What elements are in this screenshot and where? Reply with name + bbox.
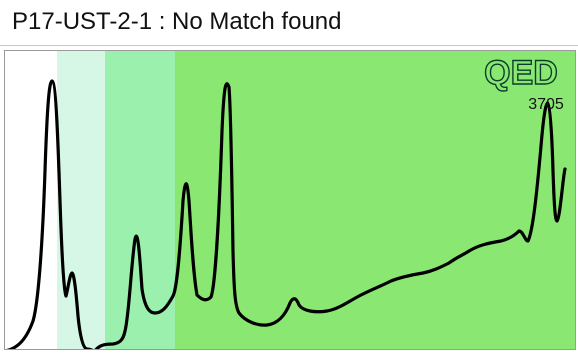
band-light-mint [57,51,105,349]
qed-logo: QED [483,53,558,92]
chromatogram-plot: QED 3705 [4,50,576,350]
window-title: P17-UST-2-1 : No Match found [12,8,342,35]
band-green [175,51,575,349]
chromatogram-trace [6,79,567,349]
title-bar: P17-UST-2-1 : No Match found [0,0,578,46]
qed-logo-text: QED [484,54,558,92]
band-mint [105,51,175,349]
chart-number: 3705 [528,96,564,113]
chromatogram-svg: QED 3705 [5,51,575,349]
